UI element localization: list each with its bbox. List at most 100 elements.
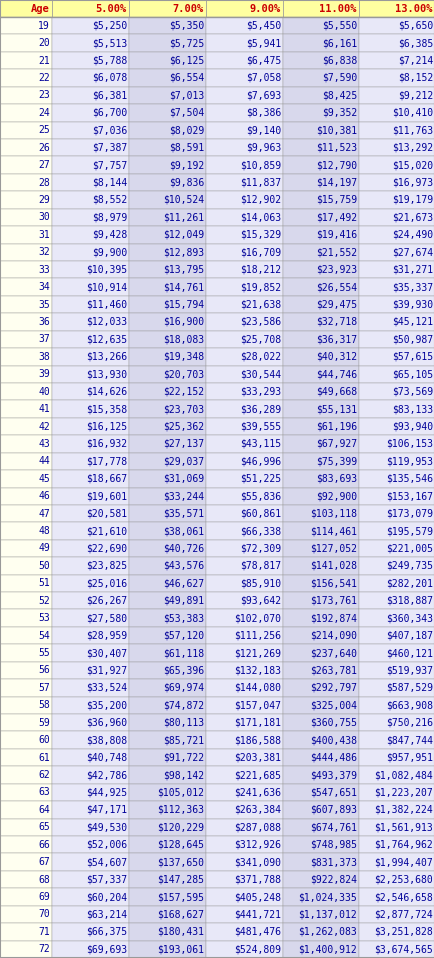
Bar (283, 52, 358, 69)
Text: $16,900: $16,900 (162, 317, 204, 327)
Text: $33,524: $33,524 (85, 683, 127, 693)
Bar (283, 645, 358, 662)
Text: $263,781: $263,781 (309, 666, 356, 675)
Bar (52, 609, 129, 627)
Text: $171,181: $171,181 (233, 718, 280, 728)
Bar (0, 941, 52, 958)
Text: 25: 25 (38, 125, 50, 135)
Bar (52, 818, 129, 836)
Text: $54,607: $54,607 (85, 857, 127, 867)
Bar (206, 696, 283, 714)
Text: $1,024,335: $1,024,335 (298, 892, 356, 902)
Text: $46,627: $46,627 (162, 579, 204, 588)
Bar (129, 331, 206, 348)
Bar (52, 592, 129, 609)
Text: $16,125: $16,125 (85, 422, 127, 431)
Text: $147,285: $147,285 (157, 875, 204, 884)
Text: $831,373: $831,373 (309, 857, 356, 867)
Text: $922,824: $922,824 (309, 875, 356, 884)
Bar (52, 69, 129, 87)
Text: 67: 67 (38, 857, 50, 867)
Text: $120,229: $120,229 (157, 822, 204, 833)
Text: $132,183: $132,183 (233, 666, 280, 675)
Bar (206, 470, 283, 488)
Bar (52, 662, 129, 679)
Text: $44,925: $44,925 (85, 787, 127, 797)
Bar (0, 173, 52, 192)
Text: $481,476: $481,476 (233, 926, 280, 937)
Bar (52, 645, 129, 662)
Text: $221,005: $221,005 (385, 543, 432, 554)
Bar (283, 818, 358, 836)
Bar (129, 539, 206, 558)
Text: 45: 45 (38, 474, 50, 484)
Text: 29: 29 (38, 195, 50, 205)
Bar (206, 418, 283, 435)
Bar (358, 871, 434, 888)
Text: $80,113: $80,113 (162, 718, 204, 728)
Text: 33: 33 (38, 264, 50, 275)
Bar (0, 522, 52, 539)
Bar (129, 104, 206, 122)
Bar (52, 279, 129, 296)
Text: $38,808: $38,808 (85, 735, 127, 745)
Bar (129, 139, 206, 156)
Bar (0, 261, 52, 279)
Text: $10,524: $10,524 (162, 195, 204, 205)
Bar (206, 732, 283, 749)
Text: $16,973: $16,973 (391, 177, 432, 188)
Text: $15,329: $15,329 (239, 230, 280, 240)
Bar (0, 400, 52, 418)
Bar (358, 122, 434, 139)
Bar (52, 749, 129, 766)
Text: 46: 46 (38, 491, 50, 501)
Bar (358, 749, 434, 766)
Bar (0, 784, 52, 801)
Text: $57,615: $57,615 (391, 352, 432, 362)
Text: 66: 66 (38, 840, 50, 850)
Text: $19,348: $19,348 (162, 352, 204, 362)
Bar (358, 173, 434, 192)
Bar (129, 34, 206, 52)
Bar (52, 924, 129, 941)
Bar (129, 122, 206, 139)
Bar (129, 209, 206, 226)
Bar (0, 488, 52, 505)
Text: 38: 38 (38, 352, 50, 362)
Bar (358, 435, 434, 452)
Text: 48: 48 (38, 526, 50, 536)
Text: 72: 72 (38, 945, 50, 954)
Bar (52, 0, 129, 17)
Text: $14,761: $14,761 (162, 282, 204, 292)
Bar (0, 104, 52, 122)
Bar (129, 418, 206, 435)
Text: $12,790: $12,790 (315, 160, 356, 171)
Text: $7,387: $7,387 (92, 143, 127, 152)
Bar (358, 558, 434, 575)
Bar (283, 539, 358, 558)
Text: $51,225: $51,225 (239, 474, 280, 484)
Text: $7,058: $7,058 (245, 73, 280, 83)
Text: $31,927: $31,927 (85, 666, 127, 675)
Text: $7,504: $7,504 (168, 108, 204, 118)
Bar (283, 871, 358, 888)
Text: $23,586: $23,586 (239, 317, 280, 327)
Text: $157,047: $157,047 (233, 700, 280, 710)
Text: $7,214: $7,214 (397, 56, 432, 65)
Text: $40,726: $40,726 (162, 543, 204, 554)
Bar (52, 452, 129, 470)
Bar (358, 366, 434, 383)
Text: 41: 41 (38, 404, 50, 414)
Text: $5,250: $5,250 (92, 21, 127, 31)
Bar (358, 522, 434, 539)
Text: $15,794: $15,794 (162, 300, 204, 309)
Bar (0, 539, 52, 558)
Text: $547,651: $547,651 (309, 787, 356, 797)
Bar (283, 348, 358, 366)
Text: $287,088: $287,088 (233, 822, 280, 833)
Bar (129, 575, 206, 592)
Bar (129, 784, 206, 801)
Text: 58: 58 (38, 700, 50, 710)
Text: $11,837: $11,837 (239, 177, 280, 188)
Bar (358, 87, 434, 104)
